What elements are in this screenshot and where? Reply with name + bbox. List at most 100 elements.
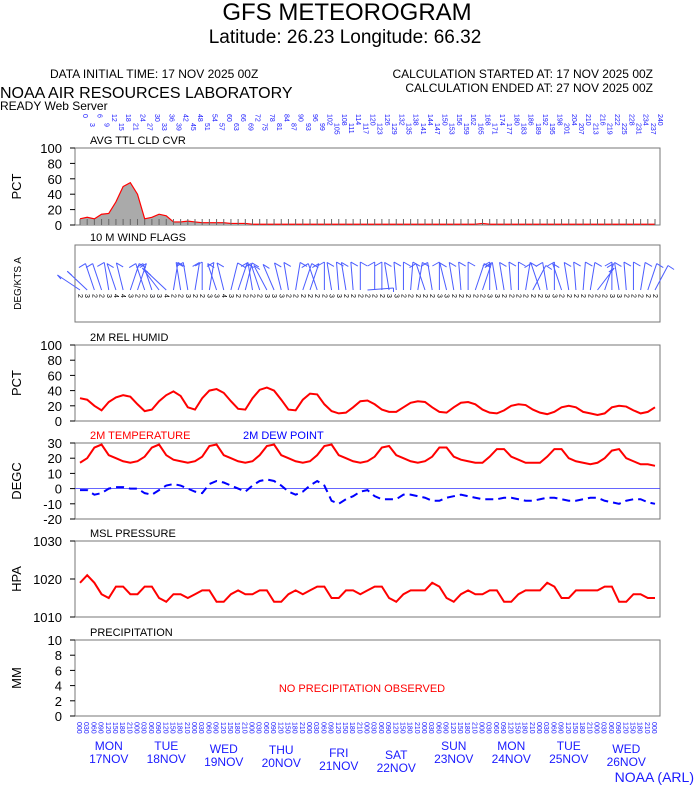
wind-barb xyxy=(448,262,455,291)
forecast-hour-label: 24 xyxy=(139,114,146,122)
y-tick-label: 0 xyxy=(55,414,62,429)
wind-barb xyxy=(415,263,426,291)
forecast-hour-label: 237 xyxy=(649,123,656,135)
forecast-hour-label: 21 xyxy=(131,123,138,131)
utc-hour-label: 030 xyxy=(140,722,147,734)
forecast-hour-label: 213 xyxy=(591,123,598,135)
wind-barb-flag xyxy=(585,261,593,267)
org-name: NOAA AIR RESOURCES LABORATORY xyxy=(0,85,293,102)
wind-speed-label: 3 xyxy=(263,294,270,298)
utc-hour-label: 000 xyxy=(535,722,542,734)
wind-barb-flag xyxy=(604,261,613,267)
wind-barb-flag xyxy=(552,263,560,268)
utc-hour-label: 210 xyxy=(298,722,305,734)
forecast-hour-label: 216 xyxy=(599,114,606,126)
wind-speed-label: 3 xyxy=(335,294,342,298)
wind-barb xyxy=(384,262,390,291)
wind-barb-flag xyxy=(403,261,411,267)
wind-barb xyxy=(182,262,189,291)
y-tick-label: 1020 xyxy=(33,572,62,587)
wind-speed-label: 2 xyxy=(651,294,658,298)
utc-hour-label: 000 xyxy=(650,722,657,734)
y-tick-label: -10 xyxy=(43,497,62,512)
utc-hour-label: 210 xyxy=(125,722,132,734)
wind-speed-label: 2 xyxy=(141,294,148,298)
wind-barb xyxy=(525,262,531,291)
wind-barb xyxy=(427,262,433,291)
utc-hour-label: 060 xyxy=(319,722,326,734)
wind-barb-flag xyxy=(384,261,392,267)
utc-hour-label: 030 xyxy=(370,722,377,734)
forecast-hour-label: 219 xyxy=(606,123,613,135)
y-axis-label: PCT xyxy=(9,370,24,396)
utc-hour-label: 030 xyxy=(312,722,319,734)
forecast-hour-label: 48 xyxy=(196,114,203,122)
wind-speed-label: 2 xyxy=(558,294,565,298)
wind-speed-label: 2 xyxy=(629,294,636,298)
forecast-hour-label: 60 xyxy=(225,114,232,122)
wind-barb-flag xyxy=(128,263,137,268)
wind-speed-label: 2 xyxy=(565,294,572,298)
wind-barb xyxy=(542,262,548,291)
wind-barb-flag xyxy=(301,263,309,268)
wind-barb xyxy=(283,262,289,291)
wind-barb xyxy=(307,263,318,291)
panel-title: MSL PRESSURE xyxy=(90,528,176,540)
wind-speed-label: 2 xyxy=(457,294,464,298)
forecast-hour-label: 144 xyxy=(426,114,433,126)
forecast-hour-label: 84 xyxy=(282,114,289,122)
y-tick-label: 0 xyxy=(55,482,62,497)
wind-speed-label: 2 xyxy=(364,294,371,298)
utc-hour-label: 120 xyxy=(506,722,513,734)
wind-barb xyxy=(302,263,313,291)
wind-speed-label: 3 xyxy=(392,294,399,298)
day-of-week-label: SUN xyxy=(441,739,466,753)
forecast-hour-label: 111 xyxy=(347,123,354,134)
y-tick-label: 4 xyxy=(55,679,62,694)
wind-speed-label: 4 xyxy=(112,294,119,298)
wind-speed-label: 2 xyxy=(90,294,97,298)
wind-barb-flag xyxy=(237,262,245,268)
utc-hour-label: 090 xyxy=(614,722,621,734)
wind-speed-label: 2 xyxy=(637,294,644,298)
y-tick-label: 6 xyxy=(55,663,62,678)
utc-hour-label: 180 xyxy=(578,722,585,734)
wind-speed-label: 2 xyxy=(234,294,241,298)
forecast-hour-label: 225 xyxy=(620,123,627,135)
wind-barb xyxy=(244,262,253,291)
forecast-hour-label: 186 xyxy=(527,114,534,126)
wind-speed-label: 3 xyxy=(148,294,155,298)
wind-barb-flag xyxy=(420,261,428,267)
wind-barb xyxy=(250,263,261,291)
wind-barb-flag xyxy=(274,262,282,268)
forecast-hour-label: 201 xyxy=(563,123,570,135)
forecast-hour-label: 180 xyxy=(512,114,519,126)
forecast-hour-label: 90 xyxy=(297,114,304,122)
day-of-week-label: MON xyxy=(95,739,123,753)
wind-speed-label: 4 xyxy=(119,294,126,298)
utc-hour-label: 000 xyxy=(363,722,370,734)
wind-barb-flag xyxy=(432,261,440,267)
wind-speed-label: 3 xyxy=(608,294,615,298)
utc-hour-label: 210 xyxy=(355,722,362,734)
wind-barb-flag xyxy=(484,263,492,268)
forecast-hour-label: 72 xyxy=(254,114,261,122)
utc-hour-label: 150 xyxy=(341,722,348,734)
date-label: 22NOV xyxy=(377,761,416,775)
wind-barb xyxy=(247,262,253,291)
wind-speed-label: 3 xyxy=(543,294,550,298)
utc-hour-label: 180 xyxy=(291,722,298,734)
wind-speed-label: 2 xyxy=(421,294,428,298)
utc-hour-label: 180 xyxy=(233,722,240,734)
wind-barb xyxy=(237,263,248,291)
y-tick-label: 1010 xyxy=(33,610,62,625)
wind-barb-flag xyxy=(116,262,124,268)
forecast-hour-label: 9 xyxy=(103,123,110,127)
wind-barb xyxy=(309,263,320,291)
utc-hour-label: 060 xyxy=(89,722,96,734)
date-label: 20NOV xyxy=(262,756,301,770)
utc-hour-label: 090 xyxy=(97,722,104,734)
day-of-week-label: SAT xyxy=(385,748,408,762)
forecast-hour-label: 234 xyxy=(642,114,649,126)
